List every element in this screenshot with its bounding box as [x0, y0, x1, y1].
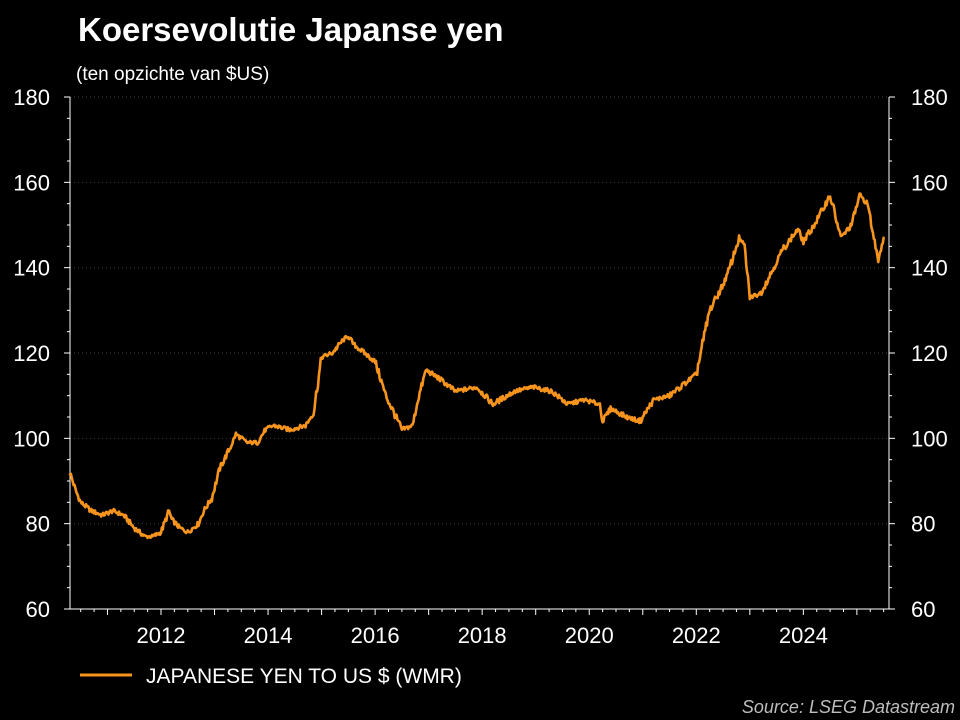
chart-title: Koersevolutie Japanse yen	[78, 11, 504, 48]
y-tick-label-right: 140	[911, 256, 948, 281]
gridlines	[70, 96, 889, 525]
y-tick-label-left: 180	[13, 85, 50, 110]
y-tick-label-left: 160	[13, 170, 50, 195]
series-line-jpy-usd	[68, 192, 885, 540]
x-tick-label: 2024	[779, 623, 828, 648]
y-tick-label-right: 160	[911, 170, 948, 195]
x-tick-label: 2016	[351, 623, 400, 648]
chart-subtitle: (ten opzichte van $US)	[76, 64, 269, 85]
x-tick-label: 2020	[565, 623, 614, 648]
y-tick-label-left: 60	[26, 597, 50, 622]
y-tick-label-right: 180	[911, 85, 948, 110]
legend-label: JAPANESE YEN TO US $ (WMR)	[146, 665, 462, 688]
y-tick-label-right: 60	[911, 597, 935, 622]
x-tick-label: 2022	[672, 623, 721, 648]
x-tick-label: 2018	[458, 623, 507, 648]
x-tick-label: 2012	[137, 623, 186, 648]
y-tick-label-left: 100	[13, 426, 50, 451]
y-axis-right-labels: 60 80 100 120 140 160 180	[911, 85, 948, 622]
legend: JAPANESE YEN TO US $ (WMR)	[80, 665, 462, 688]
y-tick-label-left: 140	[13, 256, 50, 281]
axes	[64, 96, 895, 615]
y-tick-label-left: 120	[13, 341, 50, 366]
y-tick-label-left: 80	[26, 512, 50, 537]
series-layer	[68, 192, 885, 540]
x-tick-label: 2014	[244, 623, 293, 648]
y-tick-label-right: 120	[911, 341, 948, 366]
y-tick-label-right: 80	[911, 512, 935, 537]
y-tick-label-right: 100	[911, 426, 948, 451]
x-axis-labels: 2012 2014 2016 2018 2020 2022 2024	[137, 623, 828, 648]
y-axis-left-labels: 60 80 100 120 140 160 180	[13, 85, 50, 622]
source-note: Source: LSEG Datastream	[742, 697, 955, 717]
